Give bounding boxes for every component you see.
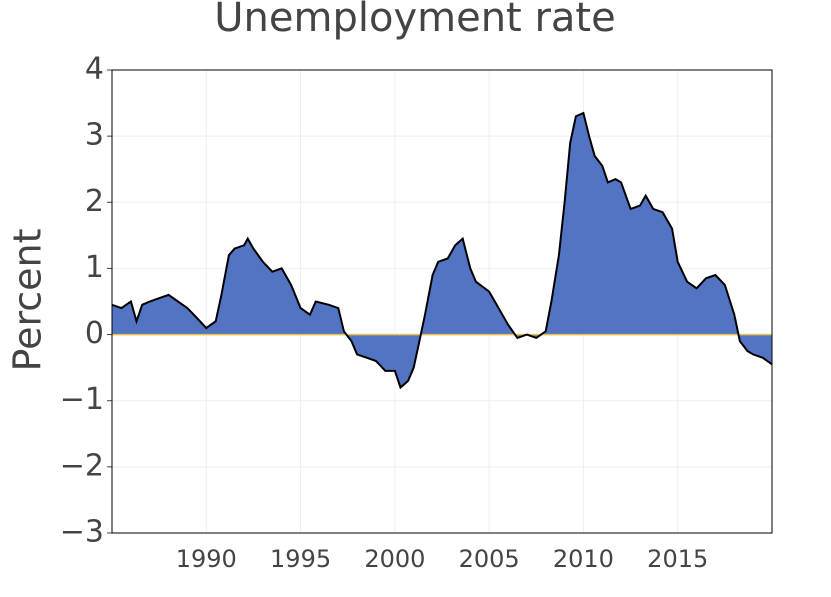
- x-tick-label: 1995: [270, 545, 331, 573]
- x-tick-label: 2000: [364, 545, 425, 573]
- y-tick-label: 3: [85, 118, 104, 153]
- x-tick-label: 2010: [553, 545, 614, 573]
- y-tick-label: 4: [85, 52, 104, 87]
- y-tick-label: −2: [60, 448, 104, 483]
- chart-title: Unemployment rate: [214, 0, 615, 41]
- x-tick-label: 1990: [176, 545, 237, 573]
- plot-frame: [111, 69, 773, 534]
- x-tick-label: 2015: [647, 545, 708, 573]
- line: [111, 111, 773, 390]
- y-tick-label: 2: [85, 184, 104, 219]
- area: [112, 113, 772, 388]
- y-axis-label: Percent: [6, 229, 50, 372]
- x-tick-label: 2005: [459, 545, 520, 573]
- y-tick-label: 0: [85, 316, 104, 351]
- y-tick-label: −1: [60, 382, 104, 417]
- y-tick-label: −3: [60, 515, 104, 550]
- y-tick-label: 1: [85, 250, 104, 285]
